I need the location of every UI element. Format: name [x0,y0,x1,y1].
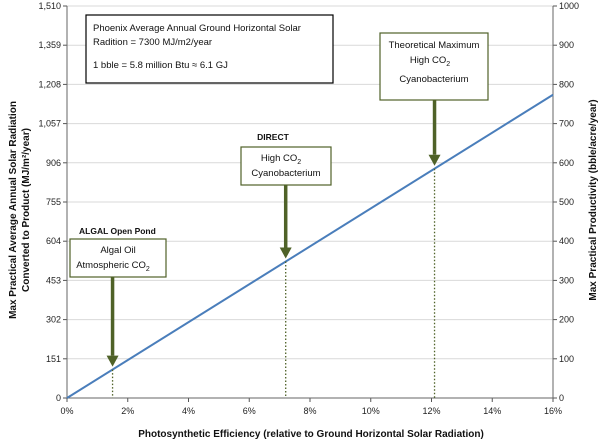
annotation-algal-line2-sub: 2 [146,266,150,273]
x-tick-label: 2% [121,406,134,416]
y-left-tick-label: 755 [46,197,61,207]
annotation-direct-box [240,146,332,186]
y-left-tick-label: 302 [46,315,61,325]
annotation-direct-line1-main: High CO [261,153,297,164]
y-left-tick-label: 1,510 [38,1,61,11]
info-box-border [85,14,334,84]
annotation-algal: ALGAL Open Pond Algal Oil Atmospheric CO… [69,226,167,278]
y-right-tick-label: 1000 [559,1,579,11]
axis-layer: 0 0 151 100 302 200 453 300 604 400 755 500 906 600 1,… [38,1,579,416]
info-line2: Radition = 7300 MJ/m2/year [93,37,212,48]
x-tick-label: 0% [60,406,73,416]
annotation-direct-line2: Cyanobacterium [251,168,320,179]
annotation-direct-title: DIRECT [257,132,289,142]
series-layer [66,93,554,399]
annotation-algal-line2: Atmospheric CO2 [76,260,150,273]
y-left-title-line2: Converted to Product (MJ/m²/year) [21,128,32,292]
annotation-theoretical-line2-sub: 2 [446,61,450,68]
annotation-theoretical-line2-main: High CO [410,55,446,66]
y-left-tick-label: 604 [46,236,61,246]
annotation-layer [106,100,441,398]
annotation-direct: DIRECT High CO2 Cyanobacterium [240,132,332,186]
annotation-algal-title: ALGAL Open Pond [79,226,156,236]
info-box: Phoenix Average Annual Ground Horizontal… [85,14,334,84]
annotation-direct-line1: High CO2 [261,153,301,166]
annotation-arrowhead [279,247,292,259]
y-left-tick-label: 1,359 [38,40,61,50]
annotation-theoretical-box [379,32,489,101]
annotation-algal-line1: Algal Oil [100,245,135,256]
x-tick-label: 16% [544,406,562,416]
x-tick-label: 14% [483,406,501,416]
y-right-tick-label: 100 [559,354,574,364]
y-left-tick-label: 453 [46,275,61,285]
y-right-title: Max Practical Productivity (bble/acre/ye… [588,99,599,300]
series-line [66,93,554,399]
y-right-tick-label: 300 [559,275,574,285]
annotation-theoretical-line2: High CO2 [410,55,450,68]
y-left-title-group: Max Practical Average Annual Solar Radia… [8,101,32,319]
y-left-title-line1: Max Practical Average Annual Solar Radia… [8,101,19,319]
annotation-algal-line2-main: Atmospheric CO [76,260,146,271]
x-tick-label: 8% [303,406,316,416]
y-right-tick-label: 600 [559,158,574,168]
y-left-tick-label: 0 [56,393,61,403]
y-right-tick-label: 500 [559,197,574,207]
x-axis-title: Photosynthetic Efficiency (relative to G… [138,429,484,440]
annotation-theoretical-line3: Cyanobacterium [399,74,468,85]
x-tick-label: 10% [362,406,380,416]
y-left-tick-label: 151 [46,354,61,364]
y-left-tick-label: 1,208 [38,79,61,89]
annotation-arrowhead [428,154,441,166]
y-right-title-group: Max Practical Productivity (bble/acre/ye… [588,99,599,300]
annotation-arrowhead [106,355,119,367]
y-right-tick-label: 0 [559,393,564,403]
y-right-tick-label: 200 [559,315,574,325]
annotation-algal-box [69,238,167,278]
annotation-direct-line1-sub: 2 [297,159,301,166]
info-line3: 1 bble = 5.8 million Btu ≈ 6.1 GJ [93,60,228,71]
info-line1: Phoenix Average Annual Ground Horizontal… [93,23,301,34]
y-right-tick-label: 700 [559,119,574,129]
annotation-theoretical: Theoretical Maximum High CO2 Cyanobacter… [379,32,489,101]
y-left-tick-label: 1,057 [38,119,61,129]
y-right-tick-label: 400 [559,236,574,246]
annotation-theoretical-line1: Theoretical Maximum [389,40,480,51]
y-left-tick-label: 906 [46,158,61,168]
y-right-tick-label: 800 [559,79,574,89]
y-right-tick-label: 900 [559,40,574,50]
x-tick-label: 6% [243,406,256,416]
x-tick-label: 4% [182,406,195,416]
x-tick-label: 12% [422,406,440,416]
